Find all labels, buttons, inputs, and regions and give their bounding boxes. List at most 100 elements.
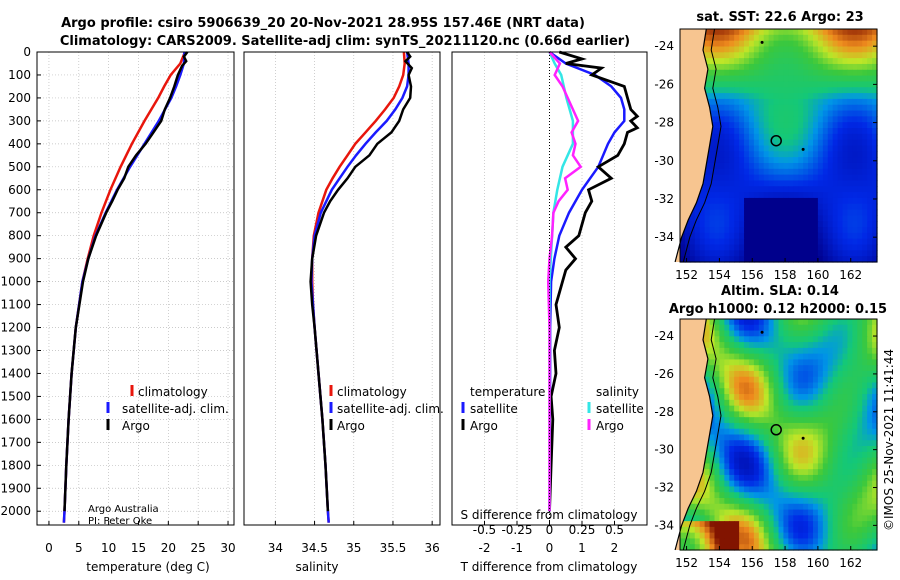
- map-cell: [734, 370, 740, 378]
- map-cell: [827, 139, 834, 147]
- map-cell: [729, 250, 735, 257]
- map-cell: [847, 186, 853, 193]
- map-cell: [748, 256, 755, 263]
- map-cell: [709, 370, 716, 378]
- map-cell: [783, 451, 789, 459]
- map-cell: [753, 474, 760, 482]
- map-cell: [817, 128, 824, 135]
- map-cell: [822, 197, 829, 205]
- map-cell: [744, 104, 750, 112]
- map-cell: [709, 116, 716, 123]
- map-cell: [744, 52, 750, 59]
- map-cell: [783, 110, 789, 117]
- map-cell: [812, 544, 819, 551]
- map-cell: [832, 98, 839, 106]
- map-y-tick-label: -28: [654, 116, 674, 130]
- map-cell: [709, 197, 716, 205]
- map-cell: [773, 98, 780, 106]
- map-cell: [709, 256, 716, 263]
- map-cell: [862, 319, 868, 326]
- map-cell: [734, 382, 740, 389]
- map-cell: [798, 526, 804, 534]
- map-cell: [852, 215, 858, 222]
- map-cell: [689, 244, 696, 251]
- map-cell: [699, 515, 706, 522]
- map-cell: [862, 440, 868, 447]
- map-cell: [798, 116, 804, 123]
- map-cell: [788, 509, 794, 516]
- map-cell: [837, 157, 844, 164]
- map-cell: [704, 232, 711, 240]
- map-cell: [768, 382, 775, 389]
- map-cell: [872, 75, 878, 83]
- map-cell: [753, 492, 760, 499]
- map-cell: [857, 434, 863, 441]
- map-cell: [768, 457, 775, 464]
- map-cell: [709, 405, 716, 413]
- map-cell: [768, 480, 775, 488]
- map-cell: [798, 359, 804, 366]
- map-cell: [872, 336, 878, 343]
- map-cell: [837, 110, 844, 117]
- map-cell: [857, 244, 863, 251]
- map-cell: [798, 399, 804, 407]
- map-cell: [753, 104, 760, 112]
- map-cell: [837, 29, 844, 36]
- map-cell: [793, 428, 799, 436]
- map-cell: [763, 93, 770, 100]
- map-cell: [684, 232, 691, 240]
- map-cell: [724, 359, 730, 366]
- map-cell: [748, 139, 755, 147]
- map-cell: [872, 209, 878, 216]
- map-cell: [862, 250, 868, 257]
- map-cell: [822, 330, 829, 337]
- map-cell: [763, 63, 770, 71]
- map-cell: [783, 174, 789, 182]
- map-cell: [739, 63, 745, 71]
- map-cell: [862, 197, 868, 205]
- map-cell: [778, 498, 785, 505]
- map-cell: [798, 81, 804, 88]
- map-cell: [842, 319, 849, 326]
- map-cell: [724, 486, 730, 493]
- map-cell: [837, 98, 844, 106]
- map-cell: [872, 405, 878, 413]
- map-cell: [763, 168, 770, 176]
- map-cell: [709, 162, 716, 170]
- map-cell: [872, 40, 878, 48]
- map-cell: [837, 122, 844, 129]
- map-cell: [827, 192, 834, 199]
- map-cell: [872, 319, 878, 326]
- map-cell: [872, 151, 878, 158]
- map-cell: [724, 238, 730, 246]
- map-cell: [689, 238, 696, 246]
- map-cell: [872, 122, 878, 129]
- map-cell: [827, 98, 834, 106]
- map-cell: [724, 532, 730, 540]
- map-cell: [837, 538, 844, 545]
- map-cell: [768, 492, 775, 499]
- map-cell: [872, 34, 878, 42]
- map-cell: [729, 532, 735, 540]
- map-cell: [753, 29, 760, 36]
- map-cell: [704, 469, 711, 476]
- map-cell: [748, 526, 755, 534]
- map-cell: [822, 538, 829, 545]
- map-cell: [763, 388, 770, 395]
- map-cell: [837, 209, 844, 216]
- map-cell: [822, 417, 829, 424]
- map-cell: [812, 98, 819, 106]
- map-cell: [724, 353, 730, 361]
- map-cell: [748, 128, 755, 135]
- x-top-tick-label: 0.5: [605, 523, 624, 537]
- map-cell: [798, 203, 804, 211]
- map-cell: [788, 250, 794, 257]
- map-cell: [872, 69, 878, 77]
- map-cell: [719, 376, 725, 384]
- map-cell: [793, 532, 799, 540]
- map-cell: [734, 215, 740, 222]
- map-cell: [783, 480, 789, 488]
- map-cell: [862, 52, 868, 59]
- map-cell: [734, 145, 740, 152]
- map-cell: [719, 46, 725, 53]
